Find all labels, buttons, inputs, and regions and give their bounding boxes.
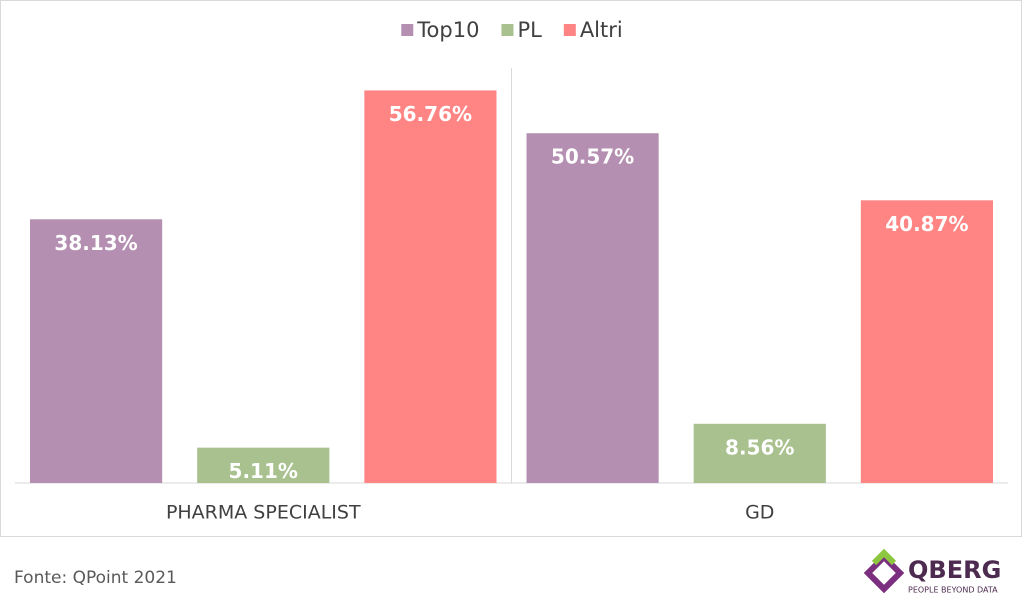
legend-swatch bbox=[563, 24, 576, 36]
bar bbox=[364, 90, 497, 483]
legend-label: PL bbox=[517, 18, 542, 42]
data-label: 5.11% bbox=[229, 459, 298, 483]
bar bbox=[526, 133, 659, 483]
logo-icon bbox=[863, 552, 905, 594]
logo-tagline: PEOPLE BEYOND DATA bbox=[908, 586, 998, 595]
legend-label: Top10 bbox=[416, 18, 479, 42]
source-note: Fonte: QPoint 2021 bbox=[14, 568, 177, 588]
legend-label: Altri bbox=[580, 18, 623, 42]
logo-name: QBERG bbox=[908, 556, 1001, 584]
data-label: 56.76% bbox=[389, 102, 472, 126]
bar bbox=[693, 423, 826, 483]
legend-swatch bbox=[501, 24, 514, 36]
x-tick-label: PHARMA SPECIALIST bbox=[166, 502, 361, 524]
logo-icon-accent bbox=[871, 548, 897, 566]
data-label: 8.56% bbox=[725, 435, 794, 459]
bar bbox=[30, 219, 163, 483]
x-tick-label: GD bbox=[745, 502, 774, 524]
logo: QBERG PEOPLE BEYOND DATA bbox=[863, 548, 1001, 595]
bar bbox=[197, 447, 330, 483]
legend-swatch bbox=[401, 24, 414, 36]
data-label: 38.13% bbox=[54, 231, 137, 255]
data-label: 50.57% bbox=[551, 145, 634, 169]
bar bbox=[860, 200, 993, 483]
data-label: 40.87% bbox=[885, 212, 968, 236]
